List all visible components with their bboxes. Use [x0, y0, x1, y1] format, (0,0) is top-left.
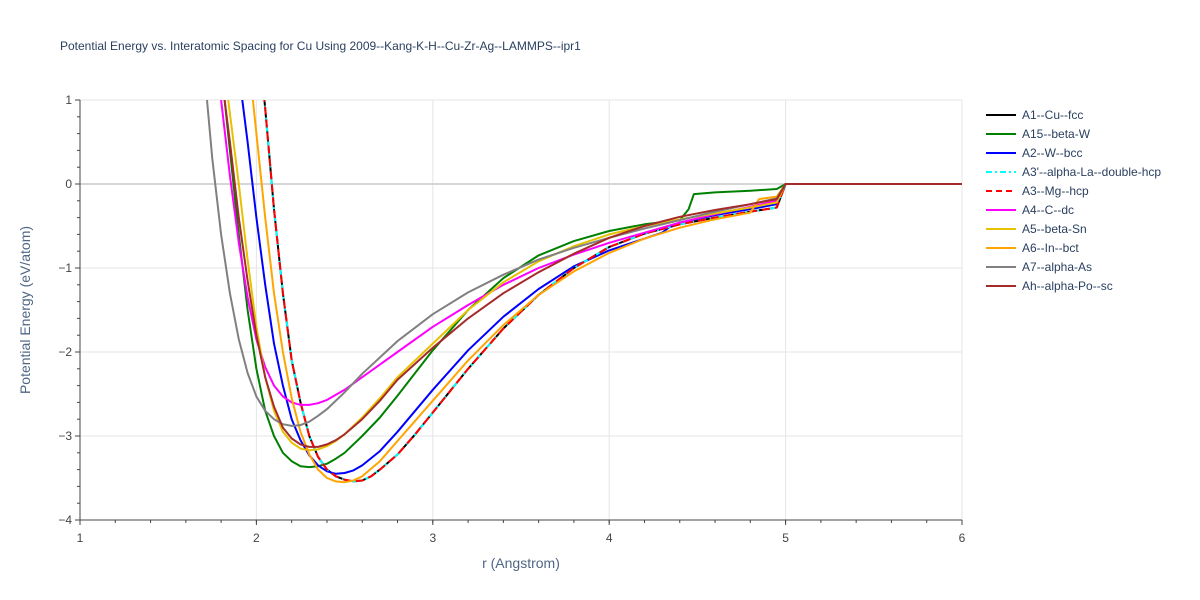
x-tick-label: 6 — [959, 531, 966, 545]
legend-label: A7--alpha-As — [1022, 260, 1092, 274]
y-tick-label: −2 — [58, 345, 72, 359]
x-tick-label: 1 — [77, 531, 84, 545]
y-tick-label: 0 — [65, 177, 72, 191]
axes — [75, 99, 963, 525]
legend-item[interactable]: A3'--alpha-La--double-hcp — [986, 165, 1161, 179]
legend-label: A6--In--bct — [1022, 241, 1079, 255]
legend-label: A2--W--bcc — [1022, 146, 1082, 160]
x-tick-label: 2 — [253, 531, 260, 545]
series-line-8 — [206, 100, 962, 427]
legend[interactable]: A1--Cu--fcc A15--beta-W A2--W--bcc A3'--alp… — [986, 108, 1161, 293]
y-tick-label: −1 — [58, 261, 72, 275]
legend-item[interactable]: A7--alpha-As — [986, 260, 1092, 274]
y-tick-label: −4 — [58, 513, 72, 527]
legend-item[interactable]: Ah--alpha-Po--sc — [986, 279, 1113, 293]
legend-item[interactable]: A5--beta-Sn — [986, 222, 1087, 236]
series-line-2 — [241, 100, 962, 475]
legend-label: A3'--alpha-La--double-hcp — [1022, 165, 1161, 179]
x-tick-label: 4 — [606, 531, 613, 545]
legend-item[interactable]: A4--C--dc — [986, 203, 1074, 217]
legend-item[interactable]: A2--W--bcc — [986, 146, 1082, 160]
legend-item[interactable]: A3--Mg--hcp — [986, 184, 1089, 198]
series-line-4 — [263, 100, 962, 483]
legend-label: A1--Cu--fcc — [1022, 108, 1083, 122]
legend-label: A15--beta-W — [1022, 127, 1091, 141]
legend-label: A5--beta-Sn — [1022, 222, 1087, 236]
x-tick-label: 3 — [429, 531, 436, 545]
y-axis-title: Potential Energy (eV/atom) — [17, 226, 33, 394]
chart-title: Potential Energy vs. Interatomic Spacing… — [60, 39, 581, 53]
legend-label: A3--Mg--hcp — [1022, 184, 1089, 198]
x-tick-label: 5 — [782, 531, 789, 545]
series-line-1 — [223, 100, 962, 469]
legend-item[interactable]: A15--beta-W — [986, 127, 1091, 141]
y-tick-label: 1 — [65, 93, 72, 107]
legend-label: Ah--alpha-Po--sc — [1022, 279, 1113, 293]
x-axis-title: r (Angstrom) — [482, 555, 560, 571]
series-line-5 — [220, 100, 962, 406]
y-tick-label: −3 — [58, 429, 72, 443]
tick-labels: 1 2 3 4 5 6 1 0 −1 −2 −3 −4 — [58, 93, 965, 545]
legend-label: A4--C--dc — [1022, 203, 1074, 217]
series-line-9 — [223, 100, 962, 448]
series-lines — [206, 100, 962, 484]
legend-item[interactable]: A1--Cu--fcc — [986, 108, 1083, 122]
series-line-7 — [251, 100, 962, 484]
legend-item[interactable]: A6--In--bct — [986, 241, 1079, 255]
